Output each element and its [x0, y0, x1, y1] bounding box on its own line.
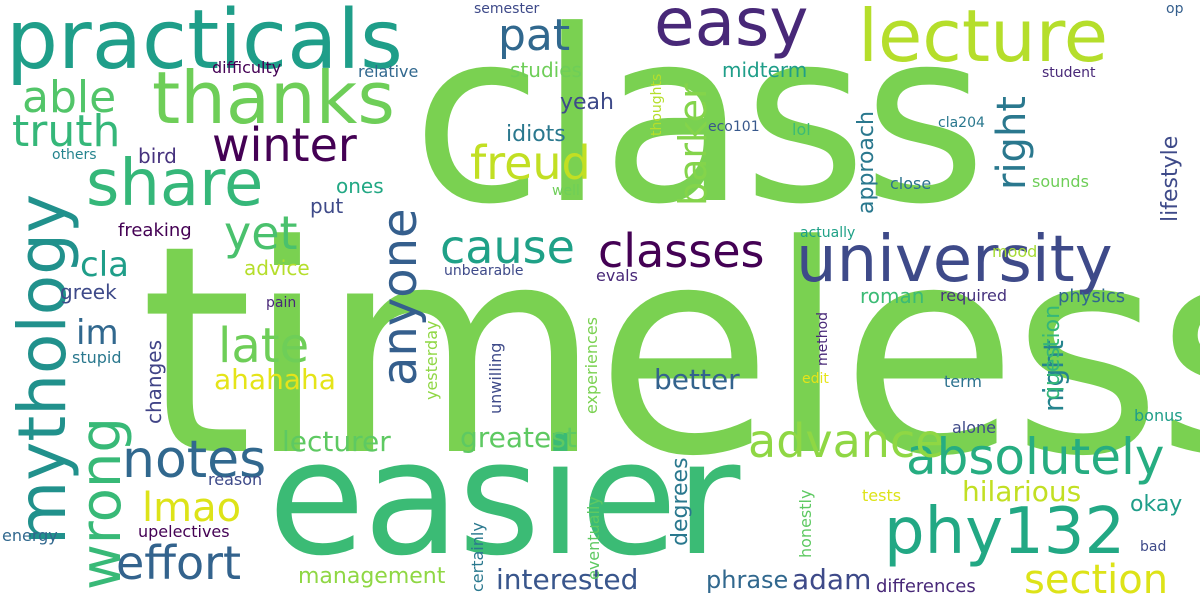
word-sounds: sounds	[1032, 172, 1089, 191]
word-share: share	[86, 147, 264, 221]
word-tests: tests	[862, 486, 902, 505]
word-yet: yet	[224, 206, 298, 260]
word-unbearable: unbearable	[444, 263, 524, 279]
word-late: late	[218, 318, 310, 374]
word-greek: greek	[60, 280, 117, 304]
word-easier: easier	[268, 407, 740, 591]
word-cla: cla	[80, 245, 129, 285]
word-ahahaha: ahahaha	[214, 363, 336, 396]
word-put: put	[310, 194, 344, 218]
word-changes: changes	[142, 339, 166, 424]
word-energy: energy	[2, 526, 58, 545]
word-unwilling: unwilling	[486, 342, 505, 414]
word-thanks: thanks	[152, 56, 395, 140]
word-idiots: idiots	[506, 122, 566, 147]
word-okay: okay	[1130, 492, 1183, 517]
word-ones: ones	[336, 174, 384, 198]
word-honestly: honestly	[796, 489, 815, 558]
word-class: class	[412, 0, 987, 257]
word-required: required	[940, 286, 1008, 305]
word-approach: approach	[854, 111, 879, 214]
word-mood: mood	[992, 242, 1038, 261]
word-upelectives: upelectives	[138, 522, 230, 541]
word-notes: notes	[122, 430, 267, 490]
word-management: management	[298, 564, 446, 589]
word-bonus: bonus	[1134, 406, 1183, 425]
word-well: well	[552, 183, 580, 199]
word-difficulty: difficulty	[212, 58, 282, 77]
word-mythology: mythology	[4, 193, 81, 545]
word-classes: classes	[598, 224, 765, 278]
word-student: student	[1042, 65, 1096, 81]
word-absolutely: absolutely	[906, 428, 1165, 486]
word-bad: bad	[1140, 539, 1167, 555]
word-winter: winter	[212, 118, 357, 172]
word-certainly: certainly	[468, 522, 487, 592]
word-phrase: phrase	[706, 566, 789, 594]
word-timeless: timeless	[140, 184, 1200, 519]
word-physics: physics	[1058, 286, 1126, 307]
word-studies: studies	[510, 58, 582, 82]
word-pain: pain	[266, 295, 297, 311]
word-yeah: yeah	[560, 90, 614, 115]
word-semester: semester	[474, 1, 540, 17]
word-bird: bird	[138, 144, 177, 168]
word-eventually: eventually	[584, 496, 603, 580]
word-roman: roman	[860, 284, 925, 308]
word-better: better	[654, 363, 740, 396]
word-lecturer: lecturer	[282, 425, 391, 458]
word-lol: lol	[792, 120, 811, 139]
word-method: method	[815, 311, 831, 366]
word-im: im	[76, 313, 119, 353]
word-phy132: phy132	[884, 495, 1126, 569]
word-reason: reason	[208, 470, 263, 489]
word-alone: alone	[952, 418, 997, 437]
word-actually: actually	[800, 225, 856, 241]
word-anyone: anyone	[372, 208, 428, 386]
word-differences: differences	[876, 576, 976, 597]
word-able: able	[22, 72, 117, 123]
word-midterm: midterm	[722, 58, 808, 82]
word-term: term	[944, 372, 982, 391]
word-advance: advance	[748, 414, 944, 468]
word-others: others	[52, 147, 97, 163]
word-freaking: freaking	[118, 220, 192, 241]
word-adam: adam	[792, 563, 872, 596]
word-evals: evals	[596, 266, 638, 285]
word-lecture: lecture	[858, 0, 1109, 78]
word-degrees: degrees	[668, 457, 693, 546]
word-experiences: experiences	[582, 316, 601, 414]
word-stupid: stupid	[72, 348, 122, 367]
word-greatest: greatest	[460, 421, 577, 454]
word-university: university	[796, 223, 1113, 297]
word-freud: freud	[470, 136, 591, 190]
word-lifestyle: lifestyle	[1158, 135, 1183, 222]
word-close: close	[890, 174, 932, 193]
word-truth: truth	[12, 106, 121, 157]
word-op: op	[1166, 1, 1184, 17]
word-cla204: cla204	[938, 115, 985, 131]
word-interested: interested	[496, 563, 639, 596]
word-eco101: eco101	[708, 119, 760, 135]
word-barker: barker	[671, 83, 715, 206]
word-hilarious: hilarious	[962, 475, 1082, 508]
word-section: section	[1024, 557, 1169, 600]
word-question: question	[1040, 304, 1065, 400]
word-lmao: lmao	[142, 485, 242, 531]
word-advice: advice	[244, 256, 310, 280]
word-thoughts: thoughts	[649, 73, 665, 136]
word-practicals: practicals	[6, 0, 403, 88]
word-yesterday: yesterday	[422, 320, 441, 401]
word-right: right	[989, 96, 1035, 190]
word-easy: easy	[654, 0, 809, 61]
word-cause: cause	[440, 220, 575, 274]
word-pat: pat	[498, 10, 571, 61]
word-relative: relative	[358, 62, 419, 81]
word-effort: effort	[116, 536, 242, 590]
word-edit: edit	[802, 371, 829, 387]
